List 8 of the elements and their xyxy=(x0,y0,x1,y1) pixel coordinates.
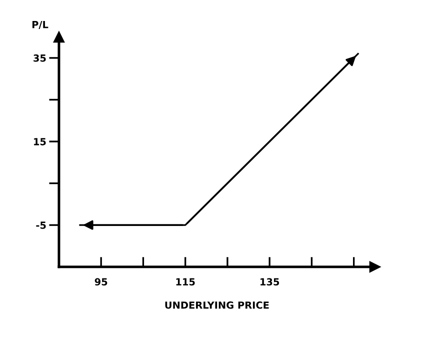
x-tick-label: 115 xyxy=(176,278,195,286)
x-axis-title: UNDERLYING PRICE xyxy=(165,301,269,309)
y-tick-label: -5 xyxy=(36,222,46,229)
y-tick-label: 35 xyxy=(34,54,46,62)
y-tick-label: 15 xyxy=(34,138,46,146)
x-tick-label: 135 xyxy=(260,278,280,286)
y-axis-title: P/L xyxy=(32,21,48,30)
x-tick-label: 95 xyxy=(94,278,108,286)
